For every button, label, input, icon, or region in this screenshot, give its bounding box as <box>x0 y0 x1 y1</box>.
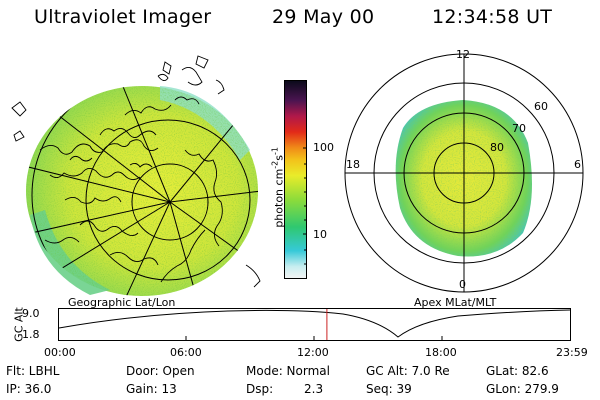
apex-mlt-12: 12 <box>456 48 470 61</box>
altitude-xtick-2359: 23:59 <box>556 346 588 359</box>
colorbar-unit-text: photon cm <box>272 168 286 228</box>
geo-auroral-image <box>26 86 258 296</box>
time-label: 12:34:58 UT <box>432 6 553 28</box>
apex-polar-plot: 12 18 6 0 60 70 80 <box>344 48 584 293</box>
altitude-ytick-low: 1.8 <box>22 328 40 341</box>
apex-mlat-80: 80 <box>490 141 504 154</box>
geo-outer-coastlines <box>11 55 261 288</box>
colorbar-unit-s: s <box>272 154 286 161</box>
colorbar-ticks <box>303 147 307 265</box>
geo-panel-label: Geographic Lat/Lon <box>68 296 176 309</box>
gain-info: Gain: 13 <box>126 382 177 396</box>
seq-info: Seq: 39 <box>366 382 412 396</box>
apex-mlt-18: 18 <box>346 158 360 171</box>
glon-info: GLon: 279.9 <box>486 382 559 396</box>
filter-info: Flt: LBHL <box>6 364 60 378</box>
ip-info: IP: 36.0 <box>6 382 52 396</box>
mode-info: Mode: Normal <box>246 364 330 378</box>
apex-grid <box>344 53 584 293</box>
altitude-plot <box>58 308 571 341</box>
glat-info: GLat: 82.6 <box>486 364 549 378</box>
geographic-projection <box>11 55 261 296</box>
apex-mlt-6: 6 <box>574 158 581 171</box>
dsp-label: Dsp: <box>246 382 274 396</box>
altitude-xtick-1800: 18:00 <box>425 346 457 359</box>
instrument-title: Ultraviolet Imager <box>34 6 212 28</box>
door-info: Door: Open <box>126 364 195 378</box>
colorbar-unit-sup1: -2 <box>270 160 280 169</box>
gc-alt-info: GC Alt: 7.0 Re <box>366 364 450 378</box>
apex-mlat-60: 60 <box>534 100 548 113</box>
colorbar <box>284 80 307 279</box>
apex-mlt-0: 0 <box>459 278 466 291</box>
geo-coastlines <box>39 96 223 283</box>
altitude-xtick-0000: 00:00 <box>44 346 76 359</box>
altitude-curve <box>58 309 571 338</box>
colorbar-tick-10: 10 <box>313 228 327 241</box>
altitude-ytick-high: 9.0 <box>22 307 40 320</box>
dsp-value: 2.3 <box>304 382 324 396</box>
colorbar-unit-sup2: -1 <box>270 147 280 155</box>
altitude-xtick-0600: 06:00 <box>170 346 202 359</box>
colorbar-tick-100: 100 <box>313 141 334 154</box>
colorbar-unit-label: photon cm-2s-1 <box>271 127 286 247</box>
altitude-xticks <box>185 336 443 341</box>
apex-mlat-70: 70 <box>512 122 526 135</box>
altitude-xtick-1200: 12:00 <box>297 346 329 359</box>
date-label: 29 May 00 <box>272 6 375 28</box>
apex-panel-label: Apex MLat/MLT <box>414 296 497 309</box>
